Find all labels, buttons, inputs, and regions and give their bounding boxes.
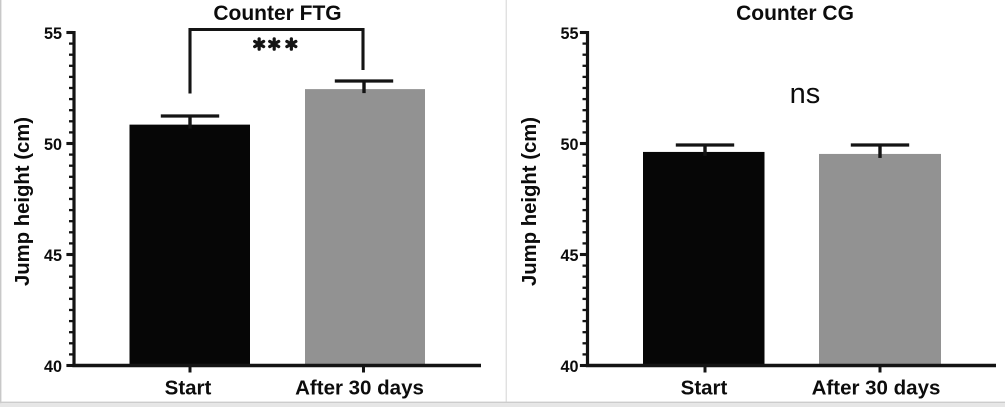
svg-text:Start: Start — [681, 377, 728, 400]
svg-text:55: 55 — [44, 25, 62, 43]
svg-text:45: 45 — [560, 247, 578, 265]
svg-text:Counter FTG: Counter FTG — [213, 2, 341, 25]
svg-text:Start: Start — [165, 377, 212, 400]
svg-text:ns: ns — [790, 78, 821, 110]
svg-text:45: 45 — [44, 247, 62, 265]
svg-text:After 30 days: After 30 days — [295, 377, 424, 400]
svg-text:Counter CG: Counter CG — [736, 2, 854, 25]
svg-text:50: 50 — [44, 136, 62, 154]
svg-text:40: 40 — [44, 358, 62, 376]
svg-text:Jump height (cm): Jump height (cm) — [519, 117, 541, 286]
svg-text:50: 50 — [560, 136, 578, 154]
svg-text:After 30 days: After 30 days — [812, 377, 941, 400]
svg-text:55: 55 — [560, 25, 578, 43]
svg-text:Jump height (cm): Jump height (cm) — [12, 117, 34, 286]
svg-text:40: 40 — [560, 358, 578, 376]
